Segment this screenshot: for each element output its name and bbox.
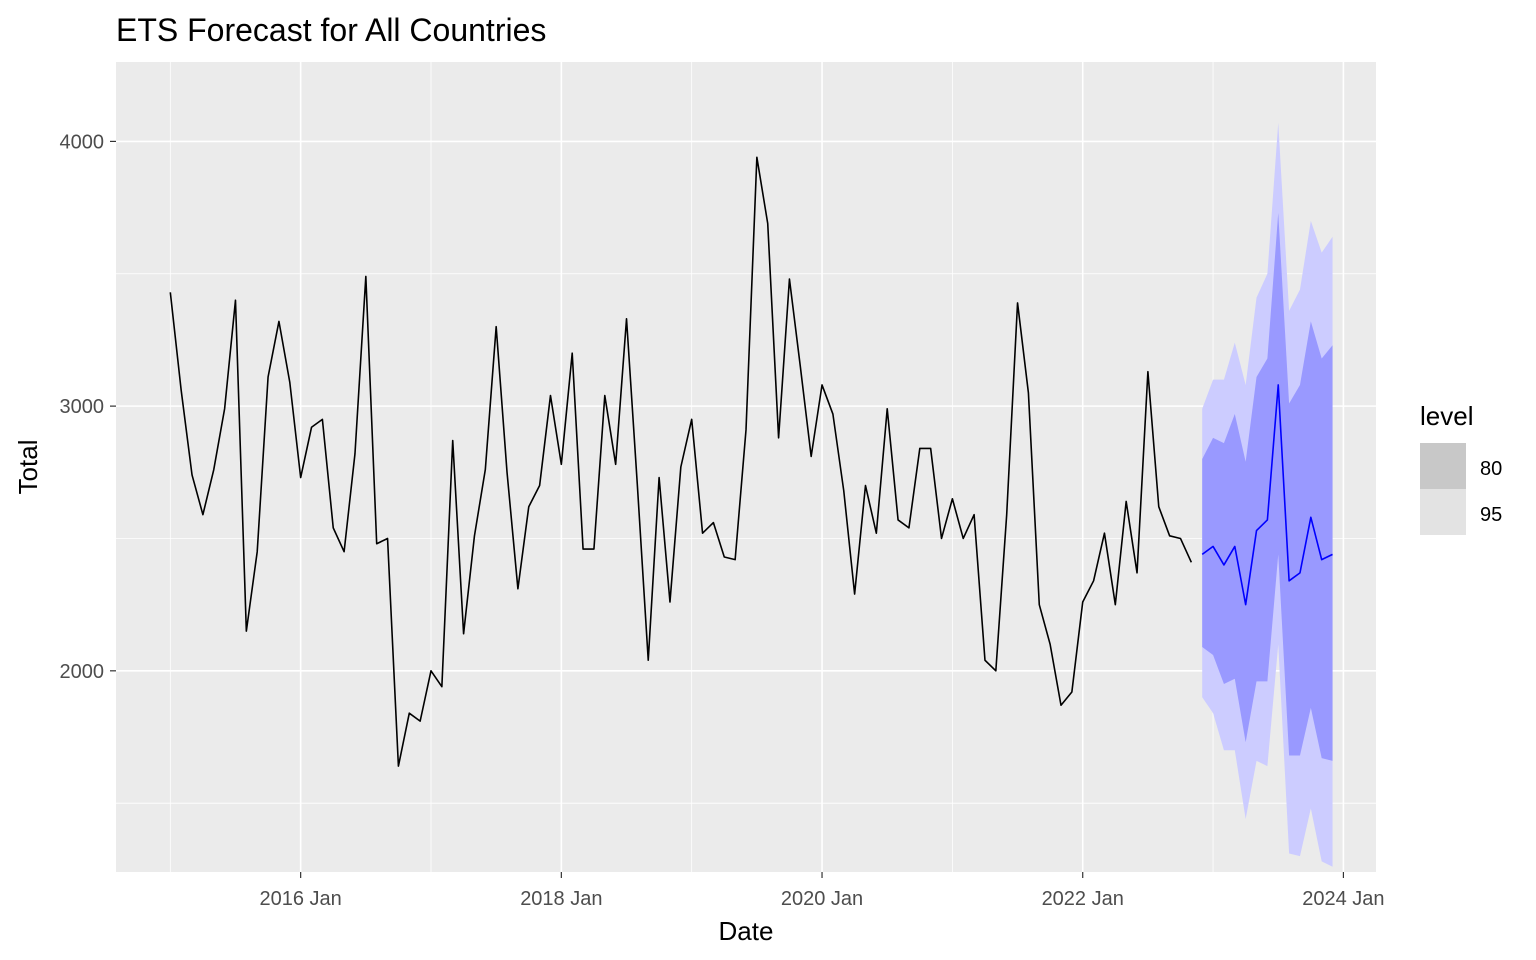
axis-ticks — [110, 140, 1345, 878]
legend-label-95: 95 — [1480, 504, 1502, 526]
chart-title: ETS Forecast for All Countries — [116, 12, 546, 48]
forecast-line — [1201, 384, 1333, 606]
interval-80-band — [1202, 212, 1333, 761]
legend-key-95 — [1420, 489, 1466, 535]
minor-gridlines — [116, 62, 1376, 872]
x-tick-label: 2022 Jan — [1042, 888, 1124, 910]
x-tick-label: 2016 Jan — [260, 888, 342, 910]
x-tick-label: 2024 Jan — [1302, 888, 1384, 910]
y-tick-label: 3000 — [60, 396, 105, 418]
forecast-intervals — [1202, 122, 1333, 867]
series-lines — [169, 156, 1333, 767]
history-line — [169, 156, 1193, 767]
x-axis-title: Date — [719, 916, 774, 946]
y-axis-title: Total — [13, 440, 43, 495]
major-gridlines — [116, 62, 1376, 872]
legend-key-80 — [1420, 443, 1466, 489]
x-tick-label: 2020 Jan — [781, 888, 863, 910]
legend-label-80: 80 — [1480, 458, 1502, 480]
plot-panel — [116, 62, 1376, 872]
x-tick-label: 2018 Jan — [520, 888, 602, 910]
legend-title: level — [1420, 401, 1473, 431]
y-tick-label: 2000 — [60, 661, 105, 683]
axis-tick-labels: 2000 3000 4000 2016 Jan 2018 Jan 2020 Jan 2022… — [60, 131, 1385, 910]
legend: level 80 95 — [1420, 401, 1502, 535]
y-tick-label: 4000 — [60, 131, 105, 153]
